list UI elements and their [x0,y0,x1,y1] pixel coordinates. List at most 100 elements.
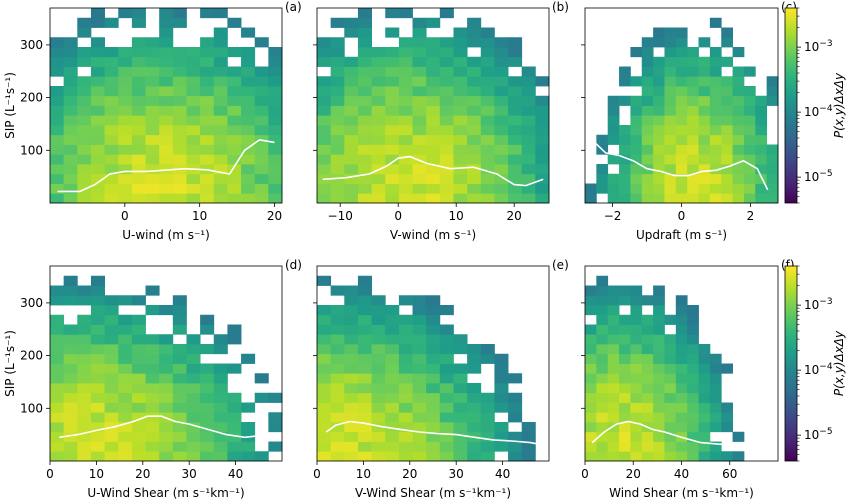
heatmap-cell [709,353,722,364]
heatmap-cell [357,344,372,355]
heatmap-cell [687,324,699,335]
colorbar-tick-label: 10−3 [804,39,833,54]
heatmap-cell [535,193,550,204]
heatmap-cell [104,305,119,316]
x-tick-label: 0 [394,209,402,223]
heatmap-cell [385,441,400,452]
heatmap-cell [630,305,643,316]
heatmap-cell [426,305,441,316]
heatmap-cell [641,431,654,442]
heatmap-cell [104,105,119,116]
heatmap-cell [426,324,441,335]
heatmap-cell [357,173,372,184]
heatmap-cell [118,402,133,413]
heatmap-cell [90,95,105,106]
heatmap-cell [172,76,187,87]
heatmap-cell [227,144,242,155]
heatmap-cell [90,392,105,403]
heatmap-cell [467,441,482,452]
heatmap-cell [385,392,400,403]
heatmap-cell [709,56,722,67]
heatmap-cell [607,334,620,345]
heatmap-cell [412,422,427,433]
heatmap-cell [426,363,441,374]
heatmap-cell [439,412,454,423]
heatmap-cell [317,56,332,67]
colorbar-tick-label: 10−4 [804,362,833,377]
heatmap-cell [453,392,468,403]
heatmap-cell [453,383,468,394]
heatmap-cell [412,193,427,204]
heatmap-cell [664,422,677,433]
heatmap-cell [317,344,332,355]
heatmap-cell [480,422,495,433]
heatmap-cell [755,144,768,155]
heatmap-cell [630,164,643,175]
heatmap-cell [653,144,665,155]
heatmap-cell [104,183,119,194]
heatmap-cell [200,441,215,452]
heatmap-cell [535,105,550,116]
heatmap-cell [145,56,160,67]
heatmap-cell [412,95,427,106]
heatmap-cell [63,95,78,106]
heatmap-cell [698,125,711,136]
heatmap-cell [453,183,468,194]
heatmap-cell [330,305,345,316]
heatmap-cell [607,134,620,145]
heatmap-cell [467,66,482,77]
heatmap-cell [213,373,228,384]
heatmap-cell [480,144,495,155]
heatmap-cell [118,105,133,116]
heatmap-cell [521,422,536,433]
heatmap-cell [439,173,454,184]
heatmap-cell [344,105,359,116]
heatmap-cell [653,422,665,433]
heatmap-cell [630,373,643,384]
heatmap-cell [494,95,509,106]
heatmap-cell [357,422,372,433]
heatmap-cell [172,363,187,374]
heatmap-cell [467,37,482,48]
heatmap-cell [698,86,711,97]
x-tick-label: 40 [495,467,510,481]
heatmap-cell [227,115,242,126]
heatmap-cell [104,431,119,442]
heatmap-cell [653,314,665,325]
heatmap-cell [357,285,372,296]
heatmap-cell [63,353,78,364]
heatmap-cell [200,134,215,145]
heatmap-cell [607,154,620,165]
heatmap-cell [675,412,688,423]
heatmap-cell [241,402,256,413]
heatmap-cell [63,295,78,306]
heatmap-cell [90,37,105,48]
heatmap-cell [535,154,550,165]
heatmap-cell [77,76,92,87]
heatmap-cell [480,183,495,194]
heatmap-cell [317,47,332,58]
heatmap-cell [145,383,160,394]
heatmap-cell [344,373,359,384]
heatmap-cell [145,173,160,184]
heatmap-cell [241,47,256,58]
heatmap-cell [732,115,745,126]
heatmap-cell [619,154,631,165]
heatmap-cell [675,344,688,355]
heatmap-cell [653,363,665,374]
heatmap-cell [63,173,78,184]
heatmap-cell [104,154,119,165]
heatmap-cell [426,173,441,184]
heatmap-cell [213,115,228,126]
heatmap-cell [732,173,745,184]
heatmap-cell [453,86,468,97]
heatmap-cell [664,76,677,87]
heatmap-cell [607,115,620,126]
heatmap-cell [721,76,733,87]
heatmap-cell [585,431,597,442]
heatmap-cell [145,451,160,462]
heatmap-cell [709,134,722,145]
heatmap-cell [439,441,454,452]
heatmap-cell [426,125,441,136]
heatmap-cell [159,193,174,204]
